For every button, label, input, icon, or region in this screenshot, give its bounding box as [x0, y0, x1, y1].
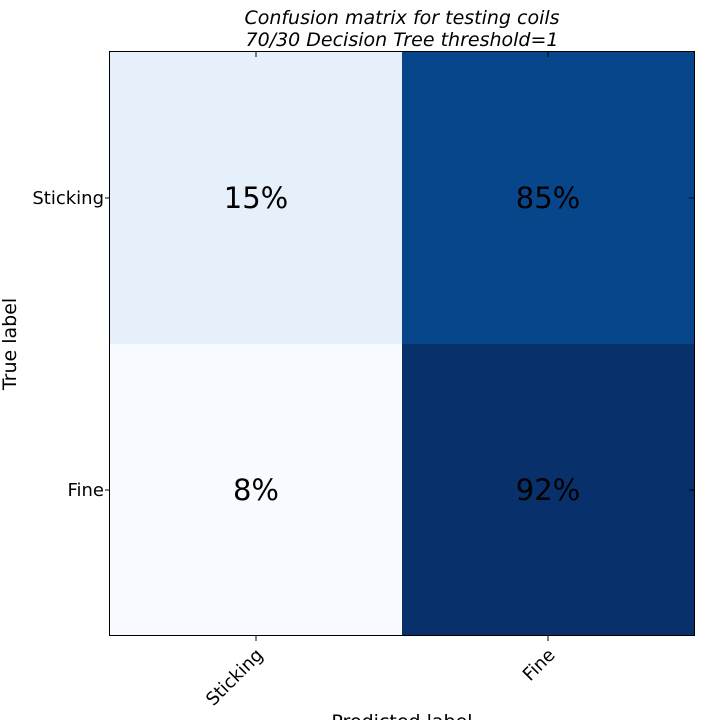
heatmap-cell-1-0 [110, 344, 402, 636]
heatmap-cell-labels: 15% 85% 8% 92% [224, 181, 580, 507]
chart-title-line-2: 70/30 Decision Tree threshold=1 [246, 29, 559, 51]
cell-value-label-1-0: 8% [233, 473, 279, 507]
cell-value-label-0-0: 15% [224, 181, 288, 215]
cell-value-label-1-1: 92% [516, 473, 580, 507]
cell-value-label-0-1: 85% [516, 181, 580, 215]
y-tick-label-0: Sticking [32, 188, 104, 209]
plot-frame [109, 51, 695, 636]
y-axis-label: True label [0, 298, 21, 391]
y-tick-label-1: Fine [67, 480, 104, 501]
x-axis-tick-labels: Sticking Fine [202, 645, 560, 711]
x-tick-label-1: Fine [519, 645, 560, 686]
heatmap-cells [110, 52, 694, 636]
heatmap-cell-0-0 [110, 52, 402, 344]
heatmap-cell-1-1 [402, 344, 694, 636]
x-tick-label-0: Sticking [202, 645, 268, 711]
heatmap-cell-0-1 [402, 52, 694, 344]
x-axis-label: Predicted label [331, 711, 472, 720]
chart-title-line-1: Confusion matrix for testing coils [244, 7, 559, 29]
axis-ticks [105, 52, 694, 641]
y-axis-tick-labels: Sticking Fine [32, 188, 104, 501]
